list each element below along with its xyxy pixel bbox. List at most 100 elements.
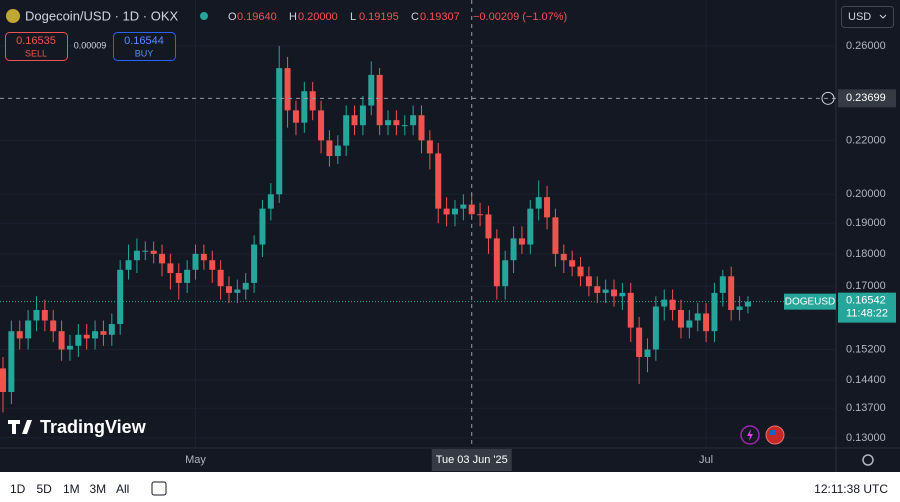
candle-body xyxy=(728,276,735,310)
candle-body xyxy=(33,309,40,321)
currency-select[interactable] xyxy=(841,6,894,28)
spread: 0.00009 xyxy=(74,40,107,50)
events-icon[interactable] xyxy=(740,425,760,445)
sell-label: SELL xyxy=(25,48,47,58)
chart-bg xyxy=(0,0,900,472)
candle-body xyxy=(334,145,341,157)
candle-body xyxy=(209,260,216,270)
candle-body xyxy=(167,263,174,274)
y-tick-label: 0.17000 xyxy=(846,280,886,292)
crosshair-date-box xyxy=(431,449,512,471)
y-tick-label: 0.14400 xyxy=(846,374,886,386)
currency: USD xyxy=(848,11,871,23)
candle-body xyxy=(184,269,191,283)
y-tick-label: 0.20000 xyxy=(846,188,886,200)
range-button[interactable]: 5D xyxy=(37,482,53,496)
candle-body xyxy=(736,306,743,310)
candle-body xyxy=(351,115,358,126)
range-button[interactable]: 3M xyxy=(90,482,107,496)
readout-label: O xyxy=(228,11,237,23)
candle-body xyxy=(150,250,157,254)
status-dot xyxy=(200,12,208,20)
range-button[interactable]: 1M xyxy=(63,482,80,496)
candle-body xyxy=(493,238,500,287)
x-tick-label: Tue 03 Jun '25 xyxy=(436,454,508,466)
candle-body xyxy=(669,299,676,310)
candle-body xyxy=(100,331,107,335)
candle-body xyxy=(703,313,710,332)
candle-body xyxy=(711,292,718,332)
candle-body xyxy=(133,250,140,261)
flag-canton xyxy=(769,430,775,435)
candle-body xyxy=(652,306,659,350)
crosshair-add[interactable] xyxy=(821,91,835,105)
candle-body xyxy=(0,368,6,392)
x-tick-label: Jul xyxy=(699,454,713,466)
settings-icon[interactable] xyxy=(862,454,874,466)
candle-body xyxy=(552,217,559,254)
buy-label: BUY xyxy=(135,48,154,58)
y-tick-label: 0.13700 xyxy=(846,402,886,414)
crosshair-price-box xyxy=(838,89,896,108)
candle-body xyxy=(259,208,266,245)
candle-body xyxy=(460,204,467,209)
candle-body xyxy=(518,238,525,245)
sell-button[interactable] xyxy=(5,32,68,61)
candle-body xyxy=(326,140,333,157)
calendar-icon[interactable] xyxy=(151,481,167,496)
candle-body xyxy=(242,282,249,290)
candle-body xyxy=(83,334,90,339)
countdown: 11:48:22 xyxy=(846,308,888,320)
bolt xyxy=(747,429,753,441)
candle-body xyxy=(75,334,82,346)
y-tick-label: 0.22000 xyxy=(846,134,886,146)
readout-value: 0.19307 xyxy=(420,11,460,23)
candle-body xyxy=(41,309,48,321)
x-tick-label: May xyxy=(185,454,206,466)
readout-value: 0.20000 xyxy=(298,11,338,23)
candle-body xyxy=(569,260,576,267)
candle-body xyxy=(744,301,751,307)
candle-body xyxy=(234,289,241,293)
candle-body xyxy=(251,244,258,283)
candle-body xyxy=(451,208,458,215)
candle-body xyxy=(527,208,534,245)
symbol-tag-text: DOGEUSD xyxy=(785,296,836,307)
plot: 0.26000 0.22000 0.20000 0.19000 0.18000 0.170… xyxy=(0,0,896,471)
candle-body xyxy=(92,331,99,339)
readout-label: C xyxy=(411,11,419,23)
readout-value: 0.19640 xyxy=(237,11,277,23)
range-button[interactable]: 1D xyxy=(10,482,26,496)
sell-price: 0.16535 xyxy=(16,35,56,47)
candle-body xyxy=(393,120,400,126)
range-button[interactable]: All xyxy=(116,482,129,496)
last-price: 0.16542 xyxy=(846,295,886,307)
candle-body xyxy=(200,253,207,261)
candle-body xyxy=(125,260,132,270)
candle-body xyxy=(376,74,383,126)
candle-body xyxy=(418,115,425,141)
candle-body xyxy=(359,105,366,126)
candle-body xyxy=(159,253,166,264)
logo-mark xyxy=(8,420,32,434)
candle-body xyxy=(694,313,701,321)
candle-body xyxy=(267,194,274,209)
candle-body xyxy=(485,214,492,239)
candle-body xyxy=(602,289,609,293)
readout-label: H xyxy=(289,11,297,23)
y-tick-label: 0.19000 xyxy=(846,217,886,229)
candle-body xyxy=(544,197,551,218)
candle-body xyxy=(627,292,634,328)
buy-button[interactable] xyxy=(113,32,176,61)
change: −0.00209 (−1.07%) xyxy=(473,11,567,23)
coin-icon xyxy=(6,9,20,23)
last-price-box xyxy=(838,292,896,323)
candle-body xyxy=(343,115,350,146)
toolbar-bg xyxy=(0,472,900,502)
candle-body xyxy=(594,286,601,293)
candle-body xyxy=(611,289,618,297)
candle-body xyxy=(426,140,433,154)
buy-price: 0.16544 xyxy=(124,35,164,47)
